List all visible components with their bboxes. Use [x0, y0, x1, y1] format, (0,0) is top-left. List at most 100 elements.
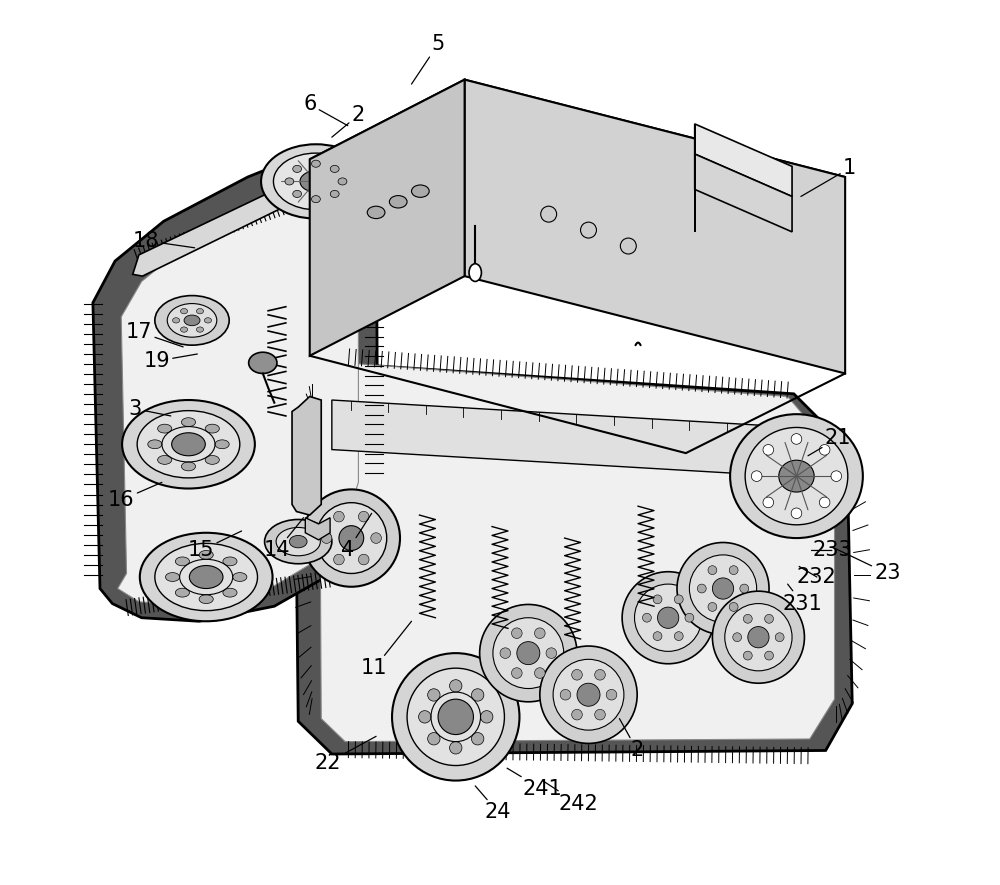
Text: 5: 5 — [412, 35, 445, 84]
Ellipse shape — [438, 699, 473, 735]
Polygon shape — [305, 518, 330, 540]
Ellipse shape — [791, 508, 802, 519]
Ellipse shape — [745, 427, 848, 525]
Ellipse shape — [371, 533, 381, 543]
Ellipse shape — [500, 648, 511, 658]
Ellipse shape — [730, 414, 863, 538]
Ellipse shape — [791, 434, 802, 444]
Ellipse shape — [389, 196, 407, 208]
Ellipse shape — [334, 512, 344, 522]
Text: 6: 6 — [303, 95, 348, 126]
Text: 19: 19 — [143, 351, 197, 371]
Text: 18: 18 — [133, 231, 195, 250]
Ellipse shape — [289, 535, 307, 548]
Ellipse shape — [311, 160, 320, 167]
Ellipse shape — [293, 165, 302, 173]
Ellipse shape — [407, 668, 504, 766]
Ellipse shape — [658, 607, 679, 628]
Ellipse shape — [535, 627, 545, 638]
Ellipse shape — [303, 489, 400, 587]
Ellipse shape — [748, 627, 769, 648]
Ellipse shape — [205, 456, 219, 465]
Ellipse shape — [708, 566, 717, 574]
Text: 24: 24 — [475, 786, 511, 822]
Ellipse shape — [642, 613, 651, 622]
Ellipse shape — [392, 653, 519, 781]
Text: 11: 11 — [361, 621, 412, 678]
Ellipse shape — [546, 648, 557, 658]
Polygon shape — [292, 396, 321, 515]
Ellipse shape — [140, 533, 273, 621]
Text: 23: 23 — [832, 547, 901, 583]
Ellipse shape — [775, 633, 784, 642]
Ellipse shape — [653, 595, 662, 604]
Ellipse shape — [419, 711, 431, 723]
Ellipse shape — [481, 711, 493, 723]
Ellipse shape — [249, 352, 277, 373]
Ellipse shape — [517, 642, 540, 665]
Ellipse shape — [189, 566, 223, 589]
Ellipse shape — [535, 668, 545, 679]
Ellipse shape — [199, 550, 213, 559]
Ellipse shape — [653, 632, 662, 641]
Polygon shape — [348, 168, 466, 276]
Ellipse shape — [155, 543, 258, 611]
Ellipse shape — [729, 566, 738, 574]
Ellipse shape — [300, 171, 332, 192]
Ellipse shape — [358, 512, 369, 522]
Text: 15: 15 — [188, 531, 242, 560]
Polygon shape — [695, 154, 792, 232]
Ellipse shape — [471, 733, 484, 745]
Ellipse shape — [620, 238, 636, 254]
Polygon shape — [295, 363, 852, 754]
Ellipse shape — [196, 327, 204, 332]
Ellipse shape — [697, 584, 706, 593]
Ellipse shape — [334, 554, 344, 565]
Ellipse shape — [553, 659, 624, 730]
Ellipse shape — [763, 444, 774, 455]
Ellipse shape — [471, 689, 484, 701]
Ellipse shape — [685, 613, 694, 622]
Polygon shape — [93, 149, 378, 621]
Text: 22: 22 — [314, 736, 376, 773]
Ellipse shape — [181, 309, 188, 314]
Polygon shape — [465, 80, 845, 373]
Ellipse shape — [712, 591, 804, 683]
Text: 241: 241 — [507, 768, 562, 799]
Ellipse shape — [321, 533, 332, 543]
Ellipse shape — [261, 144, 371, 219]
Text: 232: 232 — [797, 566, 837, 587]
Polygon shape — [319, 363, 835, 742]
Ellipse shape — [233, 573, 247, 581]
Ellipse shape — [725, 604, 792, 671]
Ellipse shape — [733, 633, 742, 642]
Ellipse shape — [635, 584, 702, 651]
Ellipse shape — [779, 460, 814, 492]
Ellipse shape — [223, 557, 237, 566]
Ellipse shape — [560, 689, 571, 700]
Ellipse shape — [204, 318, 211, 323]
Ellipse shape — [367, 206, 385, 219]
Text: 4: 4 — [341, 513, 372, 560]
Ellipse shape — [763, 497, 774, 508]
Ellipse shape — [175, 589, 189, 597]
Ellipse shape — [740, 584, 749, 593]
Ellipse shape — [265, 519, 332, 564]
Ellipse shape — [577, 683, 600, 706]
Ellipse shape — [606, 689, 617, 700]
Text: 2: 2 — [332, 105, 365, 137]
Ellipse shape — [273, 153, 358, 210]
Ellipse shape — [765, 651, 773, 660]
Ellipse shape — [819, 444, 830, 455]
Ellipse shape — [175, 557, 189, 566]
Text: 21: 21 — [808, 428, 851, 456]
Ellipse shape — [215, 440, 229, 449]
Polygon shape — [133, 142, 378, 276]
Ellipse shape — [184, 315, 200, 326]
Ellipse shape — [316, 503, 387, 573]
Ellipse shape — [148, 440, 162, 449]
Text: 17: 17 — [126, 322, 183, 347]
Ellipse shape — [338, 178, 347, 185]
Ellipse shape — [223, 589, 237, 597]
Ellipse shape — [743, 651, 752, 660]
